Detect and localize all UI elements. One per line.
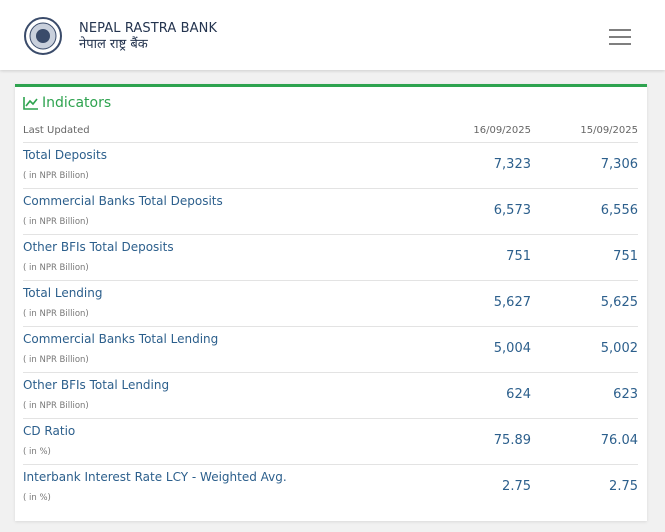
indicators-card: Indicators Last Updated 16/09/2025 15/09…: [15, 84, 647, 521]
indicator-value: 751: [613, 249, 638, 264]
indicator-name: Interbank Interest Rate LCY - Weighted A…: [23, 470, 287, 484]
indicator-value: 751: [506, 249, 531, 264]
table-header: Last Updated 16/09/2025 15/09/2025: [23, 122, 638, 143]
column-header: 16/09/2025: [473, 125, 531, 136]
table-row: Commercial Banks Total Deposits ( in NPR …: [23, 189, 638, 235]
indicator-name: Commercial Banks Total Deposits: [23, 194, 223, 208]
indicator-value: 624: [506, 387, 531, 402]
indicator-value: 7,323: [493, 157, 531, 172]
indicator-value: 75.89: [493, 433, 531, 448]
chart-icon: [23, 96, 38, 110]
indicator-unit: ( in NPR Billion): [23, 217, 89, 227]
bank-subtitle: नेपाल राष्ट्र बैंक: [79, 37, 148, 52]
indicator-value: 623: [613, 387, 638, 402]
indicator-value: 5,002: [600, 341, 638, 356]
indicator-value: 5,627: [493, 295, 531, 310]
indicator-value: 5,004: [493, 341, 531, 356]
indicator-value: 6,573: [493, 203, 531, 218]
column-header: Last Updated: [23, 125, 90, 136]
card-title: Indicators: [42, 95, 112, 111]
column-header: 15/09/2025: [580, 125, 638, 136]
indicator-name: CD Ratio: [23, 424, 76, 438]
table-row: CD Ratio ( in %) 75.89 76.04: [23, 419, 638, 465]
indicator-unit: ( in NPR Billion): [23, 355, 89, 365]
indicator-unit: ( in NPR Billion): [23, 263, 89, 273]
header: NEPAL RASTRA BANK नेपाल राष्ट्र बैंक: [0, 0, 665, 70]
table-row: Commercial Banks Total Lending ( in NPR B…: [23, 327, 638, 373]
indicator-unit: ( in NPR Billion): [23, 171, 89, 181]
indicator-value: 7,306: [600, 157, 638, 172]
indicator-value: 2.75: [609, 479, 638, 494]
indicator-unit: ( in %): [23, 447, 51, 457]
bank-title: NEPAL RASTRA BANK: [79, 21, 218, 36]
card-title-wrap: Indicators: [23, 95, 111, 111]
table-row: Interbank Interest Rate LCY - Weighted A…: [23, 465, 638, 510]
indicator-name: Total Deposits: [23, 148, 107, 162]
indicator-unit: ( in NPR Billion): [23, 309, 89, 319]
indicator-value: 5,625: [600, 295, 638, 310]
table-row: Total Deposits ( in NPR Billion) 7,323 7,30…: [23, 143, 638, 189]
table-row: Other BFIs Total Lending ( in NPR Billion…: [23, 373, 638, 419]
indicator-unit: ( in %): [23, 493, 51, 503]
table-row: Other BFIs Total Deposits ( in NPR Billio…: [23, 235, 638, 281]
table-row: Total Lending ( in NPR Billion) 5,627 5,625: [23, 281, 638, 327]
indicator-name: Other BFIs Total Lending: [23, 378, 170, 392]
indicator-value: 2.75: [502, 479, 531, 494]
menu-button[interactable]: [609, 28, 631, 46]
indicator-value: 6,556: [600, 203, 638, 218]
bank-name: NEPAL RASTRA BANK नेपाल राष्ट्र बैंक: [79, 21, 217, 53]
indicator-unit: ( in NPR Billion): [23, 401, 89, 411]
indicator-value: 76.04: [600, 433, 638, 448]
indicator-name: Commercial Banks Total Lending: [23, 332, 219, 346]
indicator-name: Total Lending: [23, 286, 103, 300]
logo[interactable]: [24, 17, 62, 55]
indicator-name: Other BFIs Total Deposits: [23, 240, 174, 254]
